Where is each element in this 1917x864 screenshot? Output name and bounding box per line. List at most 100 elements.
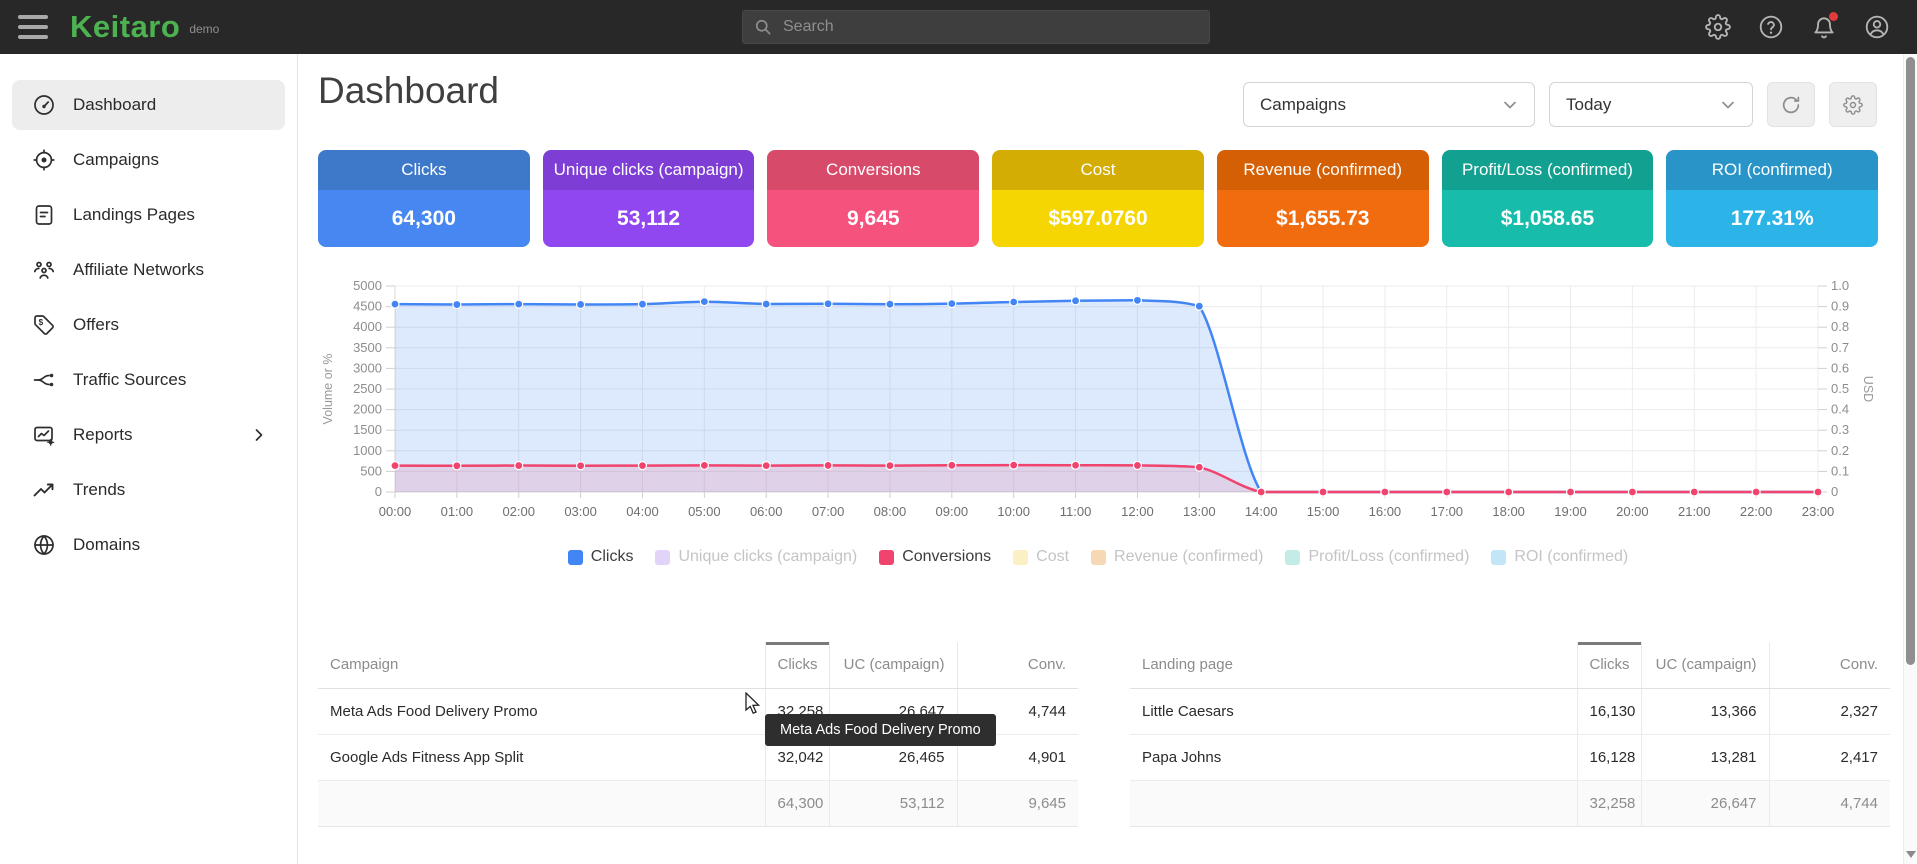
date-range-value: Today [1566, 94, 1612, 114]
legend-label: Profit/Loss (confirmed) [1308, 548, 1470, 565]
svg-text:0.6: 0.6 [1831, 360, 1849, 375]
sidebar-item-traffic-sources[interactable]: Traffic Sources [12, 355, 285, 405]
column-header-conv[interactable]: Conv. [1768, 642, 1890, 689]
sidebar-item-offers[interactable]: $ Offers [12, 300, 285, 350]
menu-toggle-icon[interactable] [18, 15, 48, 39]
svg-text:23:00: 23:00 [1802, 504, 1835, 519]
legend-item[interactable]: Unique clicks (campaign) [655, 548, 857, 566]
legend-item[interactable]: Clicks [567, 548, 634, 566]
table-row[interactable]: Papa Johns 16,128 13,281 2,417 [1130, 734, 1890, 781]
svg-text:4500: 4500 [353, 299, 382, 314]
grouping-select[interactable]: Campaigns [1243, 82, 1535, 127]
landing-name[interactable]: Papa Johns [1130, 734, 1577, 781]
total-uc: 26,647 [1640, 779, 1769, 827]
svg-text:1.0: 1.0 [1831, 278, 1849, 293]
tag-icon: $ [34, 315, 54, 335]
svg-text:19:00: 19:00 [1554, 504, 1587, 519]
clicks-value: 16,130 [1576, 688, 1641, 735]
legend-swatch [655, 549, 671, 565]
column-header-uc[interactable]: UC (campaign) [1640, 642, 1769, 689]
target-icon [33, 149, 55, 171]
stat-card-value: $1,655.73 [1276, 206, 1370, 230]
column-header-campaign[interactable]: Campaign [318, 642, 765, 689]
stat-card-unique-clicks: Unique clicks (campaign) 53,112 [542, 150, 755, 247]
stat-cards: Clicks 64,300 Unique clicks (campaign) 5… [318, 150, 1879, 247]
svg-text:05:00: 05:00 [688, 504, 721, 519]
date-range-select[interactable]: Today [1549, 82, 1753, 127]
legend-label: Revenue (confirmed) [1114, 548, 1264, 565]
svg-text:$: $ [39, 318, 44, 327]
refresh-button[interactable] [1767, 82, 1815, 127]
sidebar-item-label: Dashboard [73, 95, 157, 114]
total-uc: 53,112 [828, 779, 957, 827]
column-header-clicks[interactable]: Clicks [1576, 642, 1641, 689]
account-icon[interactable] [1864, 14, 1890, 40]
traffic-chart: 00:00 01:00 02:00 03:00 04:00 05:00 06:00 07:00… [321, 278, 1875, 519]
campaign-name[interactable]: Google Ads Fitness App Split [318, 734, 765, 781]
sidebar-item-affiliate-networks[interactable]: Affiliate Networks [12, 245, 285, 295]
svg-text:0: 0 [375, 484, 382, 499]
campaign-name[interactable]: Meta Ads Food Delivery Promo [318, 688, 765, 735]
stat-card-label: Profit/Loss (confirmed) [1441, 150, 1654, 190]
legend-item[interactable]: ROI (confirmed) [1491, 548, 1628, 566]
total-clicks: 32,258 [1576, 779, 1641, 827]
dashboard-settings-button[interactable] [1829, 82, 1877, 127]
help-icon[interactable] [1758, 14, 1784, 40]
svg-text:0: 0 [1831, 484, 1838, 499]
sidebar-item-reports[interactable]: Reports [12, 410, 285, 460]
sort-indicator [1578, 642, 1641, 645]
sidebar-item-campaigns[interactable]: Campaigns [12, 135, 285, 185]
totals-row: 64,300 53,112 9,645 [318, 779, 1078, 827]
sidebar-item-label: Landings Pages [73, 205, 195, 224]
global-search[interactable] [742, 10, 1210, 44]
scrollbar-thumb[interactable] [1906, 57, 1915, 665]
svg-text:03:00: 03:00 [564, 504, 597, 519]
svg-text:15:00: 15:00 [1307, 504, 1340, 519]
legend-item[interactable]: Revenue (confirmed) [1091, 548, 1263, 566]
scroll-down-arrow-icon[interactable] [1906, 851, 1916, 858]
svg-text:14:00: 14:00 [1245, 504, 1278, 519]
legend-label: Clicks [590, 548, 634, 565]
svg-text:3000: 3000 [353, 360, 382, 375]
svg-text:3500: 3500 [353, 340, 382, 355]
svg-text:0.8: 0.8 [1831, 319, 1849, 334]
svg-text:4000: 4000 [353, 319, 382, 334]
page-scrollbar [1903, 54, 1917, 864]
svg-text:13:00: 13:00 [1183, 504, 1216, 519]
clicks-value: 16,128 [1576, 734, 1641, 781]
refresh-icon [1782, 96, 1800, 113]
column-header-clicks[interactable]: Clicks [764, 642, 829, 689]
sidebar-item-trends[interactable]: Trends [12, 465, 285, 515]
svg-text:USD: USD [1861, 376, 1875, 402]
legend-item[interactable]: Conversions [879, 548, 991, 566]
stat-card-label: ROI (confirmed) [1666, 150, 1879, 190]
page-title: Dashboard [318, 70, 500, 111]
column-header-uc[interactable]: UC (campaign) [828, 642, 957, 689]
column-header-landing-page[interactable]: Landing page [1130, 642, 1577, 689]
people-icon [33, 261, 55, 279]
svg-text:07:00: 07:00 [812, 504, 845, 519]
landing-name[interactable]: Little Caesars [1130, 688, 1577, 735]
legend-label: Unique clicks (campaign) [678, 548, 858, 565]
svg-text:18:00: 18:00 [1492, 504, 1525, 519]
column-header-conv[interactable]: Conv. [956, 642, 1078, 689]
app-logo[interactable]: Keitaro [70, 9, 181, 44]
sidebar-item-domains[interactable]: Domains [12, 520, 285, 570]
legend-item[interactable]: Cost [1013, 548, 1069, 566]
sidebar-item-dashboard[interactable]: Dashboard [12, 80, 285, 130]
legend-item[interactable]: Profit/Loss (confirmed) [1285, 548, 1469, 566]
svg-text:0.4: 0.4 [1831, 402, 1849, 417]
settings-icon[interactable] [1705, 14, 1731, 40]
table-row[interactable]: Little Caesars 16,130 13,366 2,327 [1130, 688, 1890, 735]
total-conv: 9,645 [956, 779, 1078, 827]
search-input[interactable] [783, 18, 1199, 36]
svg-text:0.1: 0.1 [1831, 463, 1849, 478]
notifications-bell-icon[interactable] [1811, 12, 1838, 40]
table-row[interactable]: Meta Ads Food Delivery Promo 32,258 26,6… [318, 688, 1078, 735]
chart-legend: Clicks Unique clicks (campaign) Conversion… [318, 548, 1878, 566]
topbar: Keitaro demo [0, 0, 1917, 54]
sidebar-item-landings-pages[interactable]: Landings Pages [12, 190, 285, 240]
stat-card-label: Cost [992, 150, 1204, 190]
svg-text:09:00: 09:00 [936, 504, 969, 519]
mouse-cursor [745, 692, 761, 715]
